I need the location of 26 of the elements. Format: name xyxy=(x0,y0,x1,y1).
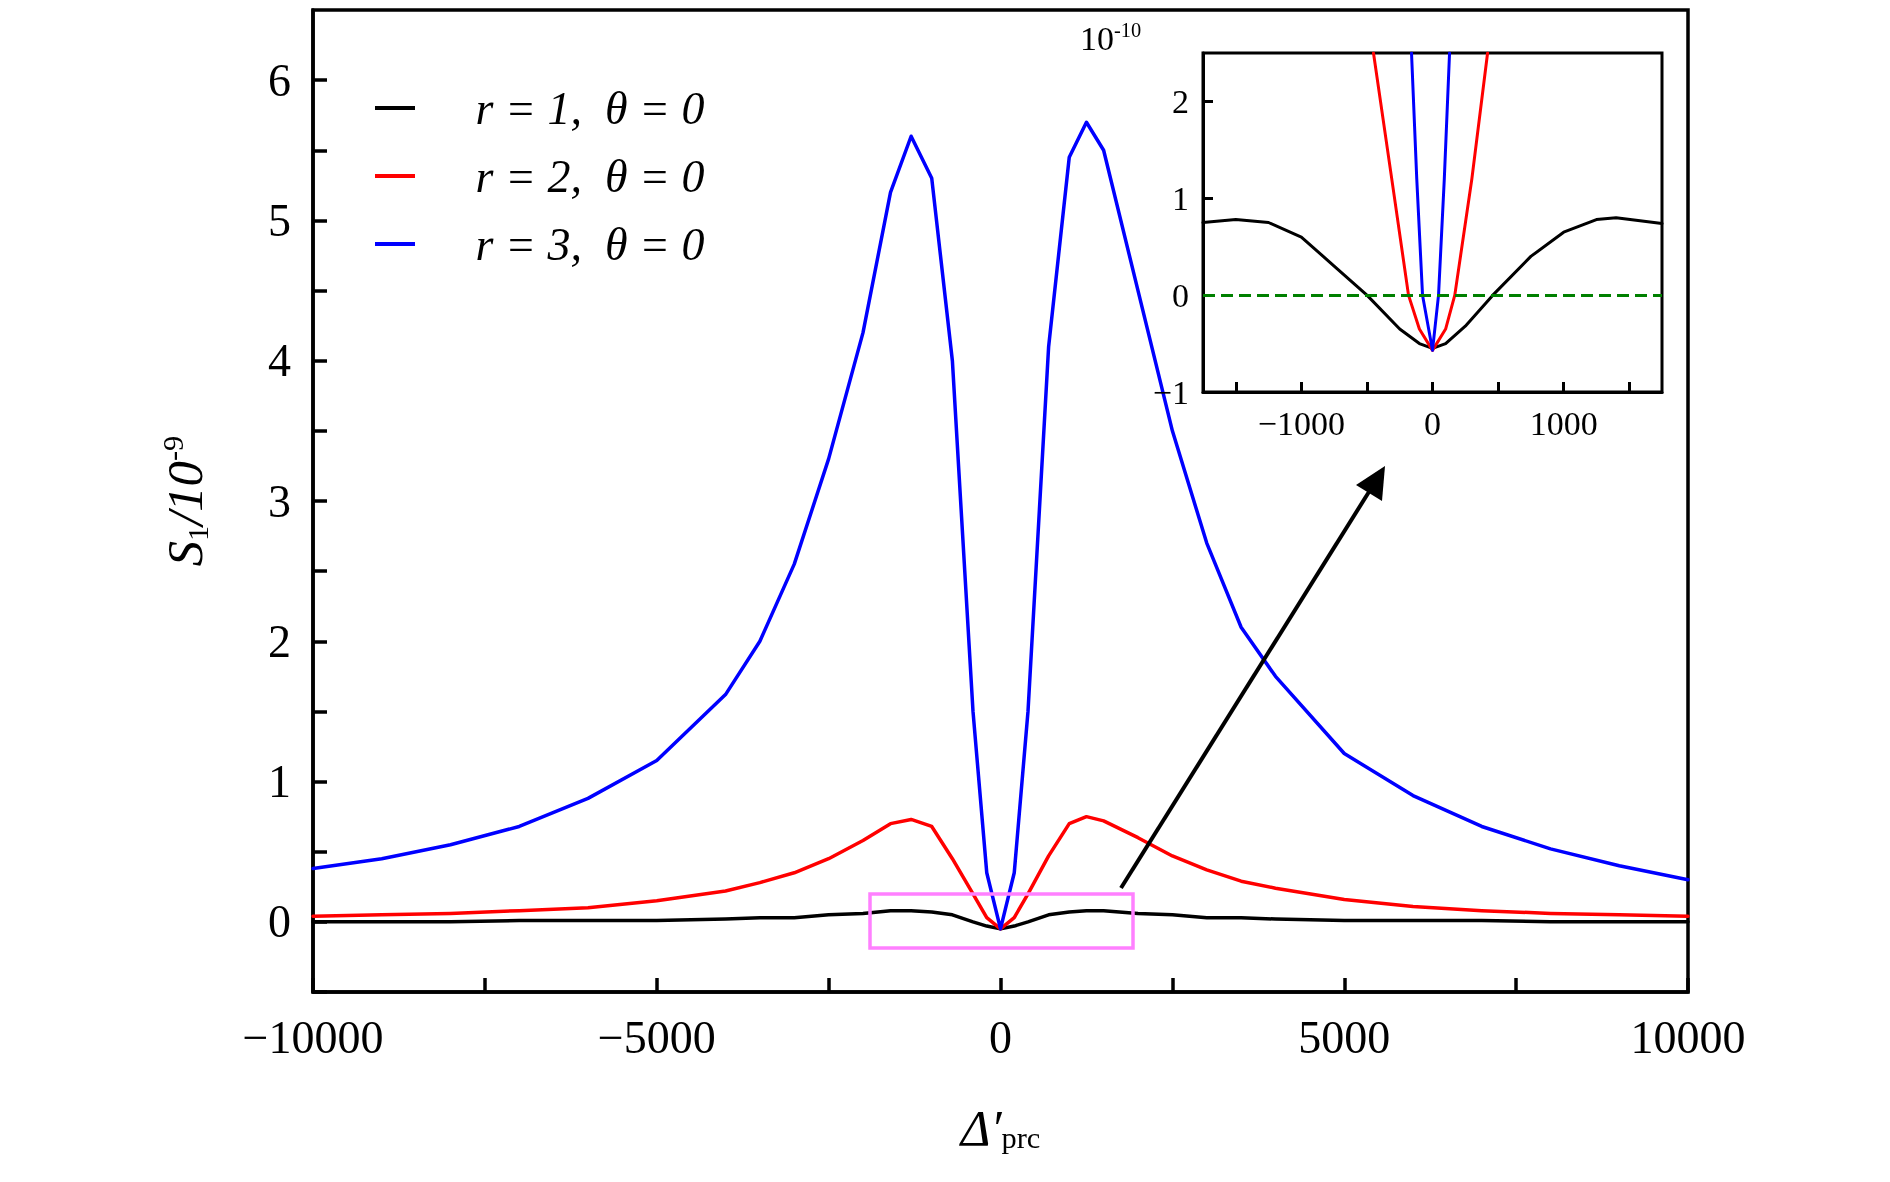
x-tick-label: 1000 xyxy=(1529,404,1598,442)
y-axis-title: S1/10-9 xyxy=(155,435,215,567)
x-tick-label: 10000 xyxy=(1630,1011,1746,1063)
line-series xyxy=(1410,51,1452,352)
legend-label: r = 3, θ = 0 xyxy=(475,218,705,270)
y-tick-label: 1 xyxy=(268,756,291,808)
y-tick-label: 0 xyxy=(268,896,291,948)
legend-label: r = 1, θ = 0 xyxy=(475,82,705,134)
y-tick-label: 6 xyxy=(268,54,291,106)
y-tick-label: 4 xyxy=(268,335,291,387)
x-tick-label: −5000 xyxy=(597,1011,716,1063)
line-series xyxy=(1371,51,1490,352)
y-tick-label: 1 xyxy=(1172,179,1189,217)
y-tick-label: 2 xyxy=(268,615,291,667)
x-tick-label: 5000 xyxy=(1298,1011,1391,1063)
x-tick-label: −10000 xyxy=(242,1011,384,1063)
x-axis-title: Δ′prc xyxy=(958,1099,1041,1156)
x-tick-label: 0 xyxy=(989,1011,1012,1063)
y-tick-label: 0 xyxy=(1172,276,1189,314)
x-tick-label: −1000 xyxy=(1257,404,1345,442)
y-tick-label: 5 xyxy=(268,194,291,246)
x-tick-label: 0 xyxy=(1424,404,1441,442)
legend-label: r = 2, θ = 0 xyxy=(475,150,705,202)
line-series xyxy=(311,814,1690,931)
y-tick-label: 3 xyxy=(268,475,291,527)
y-tick-label: 2 xyxy=(1172,82,1189,120)
